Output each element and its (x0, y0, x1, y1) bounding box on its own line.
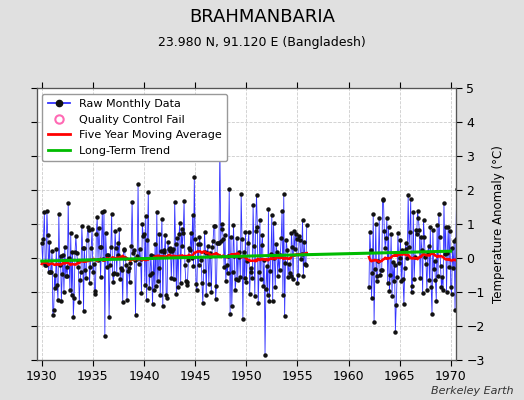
Text: BRAHMANBARIA: BRAHMANBARIA (189, 8, 335, 26)
Text: Berkeley Earth: Berkeley Earth (431, 386, 514, 396)
Legend: Raw Monthly Data, Quality Control Fail, Five Year Moving Average, Long-Term Tren: Raw Monthly Data, Quality Control Fail, … (42, 94, 227, 161)
Y-axis label: Temperature Anomaly (°C): Temperature Anomaly (°C) (492, 145, 505, 303)
Text: 23.980 N, 91.120 E (Bangladesh): 23.980 N, 91.120 E (Bangladesh) (158, 36, 366, 49)
